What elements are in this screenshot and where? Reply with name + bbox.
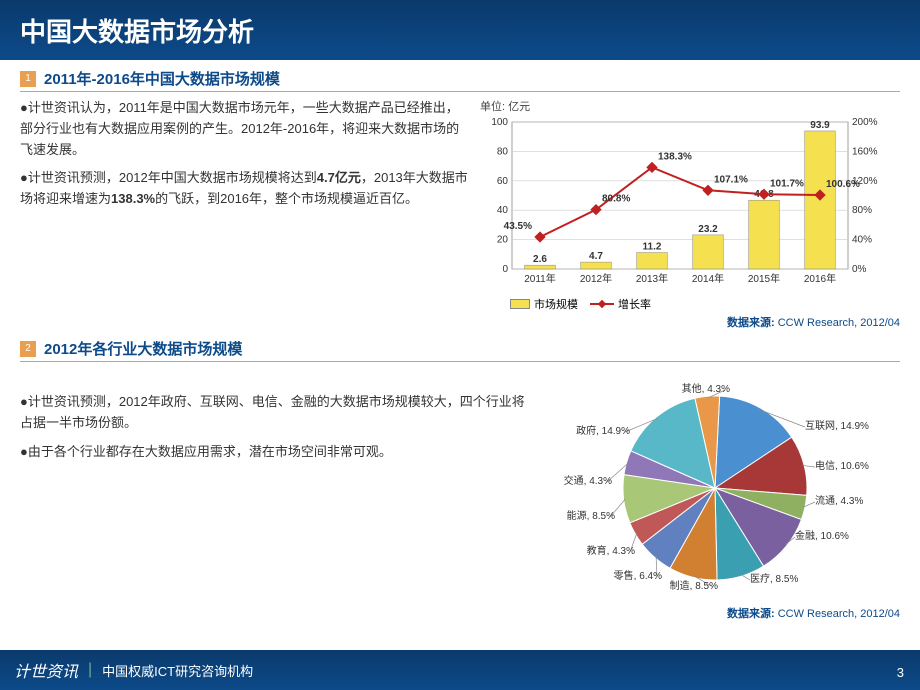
svg-text:零售, 6.4%: 零售, 6.4%	[614, 569, 662, 582]
svg-text:电信, 10.6%: 电信, 10.6%	[815, 459, 869, 472]
svg-text:100: 100	[491, 117, 508, 128]
svg-text:2014年: 2014年	[692, 272, 724, 285]
svg-text:医疗, 8.5%: 医疗, 8.5%	[750, 572, 798, 585]
svg-text:2011年: 2011年	[524, 272, 556, 285]
footer-logo: 计世资讯	[14, 658, 78, 682]
svg-text:0%: 0%	[852, 264, 867, 275]
svg-text:107.1%: 107.1%	[714, 174, 748, 185]
svg-text:101.7%: 101.7%	[770, 178, 804, 189]
section1-title: 2011年-2016年中国大数据市场规模	[44, 68, 280, 89]
svg-text:政府, 14.9%: 政府, 14.9%	[576, 424, 630, 437]
svg-text:80: 80	[497, 146, 509, 157]
svg-text:2012年: 2012年	[580, 272, 612, 285]
svg-text:160%: 160%	[852, 146, 878, 157]
svg-text:4.7: 4.7	[589, 251, 603, 262]
section2-title: 2012年各行业大数据市场规模	[44, 338, 242, 359]
svg-text:2016年: 2016年	[804, 272, 836, 285]
bar-chart-area: 单位: 亿元 0204060801000%40%80%120%160%200%2…	[480, 98, 900, 330]
svg-text:200%: 200%	[852, 117, 878, 128]
slide-content: 1 2011年-2016年中国大数据市场规模 ●计世资讯认为，2011年是中国大…	[0, 60, 920, 621]
svg-text:金融, 10.6%: 金融, 10.6%	[795, 529, 849, 542]
slide-title: 中国大数据市场分析	[20, 12, 900, 49]
slide-footer: 计世资讯 | 中国权威ICT研究咨询机构 3	[0, 650, 920, 690]
svg-text:能源, 8.5%: 能源, 8.5%	[567, 509, 615, 522]
svg-text:23.2: 23.2	[698, 224, 718, 235]
svg-text:138.3%: 138.3%	[658, 151, 692, 162]
svg-text:交通, 4.3%: 交通, 4.3%	[564, 474, 612, 487]
section2-body: ●计世资讯预测，2012年政府、互联网、电信、金融的大数据市场规模较大，四个行业…	[20, 368, 900, 621]
bar-source: 数据来源: CCW Research, 2012/04	[480, 314, 900, 330]
section1-p2: ●计世资讯预测，2012年中国大数据市场规模将达到4.7亿元，2013年大数据市…	[20, 168, 470, 210]
svg-text:40: 40	[497, 205, 509, 216]
svg-text:其他, 4.3%: 其他, 4.3%	[682, 382, 730, 395]
section2-num: 2	[20, 341, 36, 357]
section2-p1: ●计世资讯预测，2012年政府、互联网、电信、金融的大数据市场规模较大，四个行业…	[20, 392, 530, 434]
svg-text:11.2: 11.2	[643, 242, 662, 253]
svg-text:0: 0	[502, 264, 508, 275]
svg-text:93.9: 93.9	[810, 120, 830, 131]
svg-text:2015年: 2015年	[748, 272, 780, 285]
svg-text:100.6%: 100.6%	[826, 179, 860, 190]
section2-header: 2 2012年各行业大数据市场规模	[20, 338, 900, 362]
section1-p1: ●计世资讯认为，2011年是中国大数据市场元年，一些大数据产品已经推出，部分行业…	[20, 98, 470, 160]
svg-text:流通, 4.3%: 流通, 4.3%	[815, 494, 863, 507]
svg-text:60: 60	[497, 176, 509, 187]
svg-text:互联网, 14.9%: 互联网, 14.9%	[805, 420, 869, 432]
svg-text:43.5%: 43.5%	[504, 221, 532, 232]
svg-text:20: 20	[497, 235, 509, 246]
bar-legend: 市场规模 增长率	[480, 296, 900, 312]
svg-text:80.8%: 80.8%	[602, 194, 630, 205]
svg-text:2.6: 2.6	[533, 254, 547, 265]
section2-p2: ●由于各个行业都存在大数据应用需求，潜在市场空间非常可观。	[20, 442, 530, 463]
svg-text:40%: 40%	[852, 235, 872, 246]
footer-sep: |	[88, 661, 92, 679]
page-number: 3	[897, 665, 904, 680]
section2-text: ●计世资讯预测，2012年政府、互联网、电信、金融的大数据市场规模较大，四个行业…	[20, 368, 530, 621]
svg-text:教育, 4.3%: 教育, 4.3%	[587, 544, 635, 557]
svg-text:80%: 80%	[852, 205, 872, 216]
legend-line: 增长率	[590, 296, 651, 312]
section1-text: ●计世资讯认为，2011年是中国大数据市场元年，一些大数据产品已经推出，部分行业…	[20, 98, 470, 330]
svg-text:制造, 8.5%: 制造, 8.5%	[670, 579, 718, 592]
pie-source: 数据来源: CCW Research, 2012/04	[540, 605, 900, 621]
section1-num: 1	[20, 71, 36, 87]
bar-chart: 0204060801000%40%80%120%160%200%2.62011年…	[480, 114, 890, 289]
pie-chart: 互联网, 14.9% 电信, 10.6% 流通, 4.3% 金融, 10.6% 医疗, …	[540, 368, 880, 598]
section1-header: 1 2011年-2016年中国大数据市场规模	[20, 68, 900, 92]
pie-chart-area: 互联网, 14.9% 电信, 10.6% 流通, 4.3% 金融, 10.6% 医疗, …	[540, 368, 900, 621]
svg-text:2013年: 2013年	[636, 272, 668, 285]
section1-body: ●计世资讯认为，2011年是中国大数据市场元年，一些大数据产品已经推出，部分行业…	[20, 98, 900, 330]
bar-unit: 单位: 亿元	[480, 98, 900, 114]
footer-text: 中国权威ICT研究咨询机构	[102, 661, 253, 680]
legend-bar: 市场规模	[510, 296, 578, 312]
slide-header: 中国大数据市场分析	[0, 0, 920, 60]
